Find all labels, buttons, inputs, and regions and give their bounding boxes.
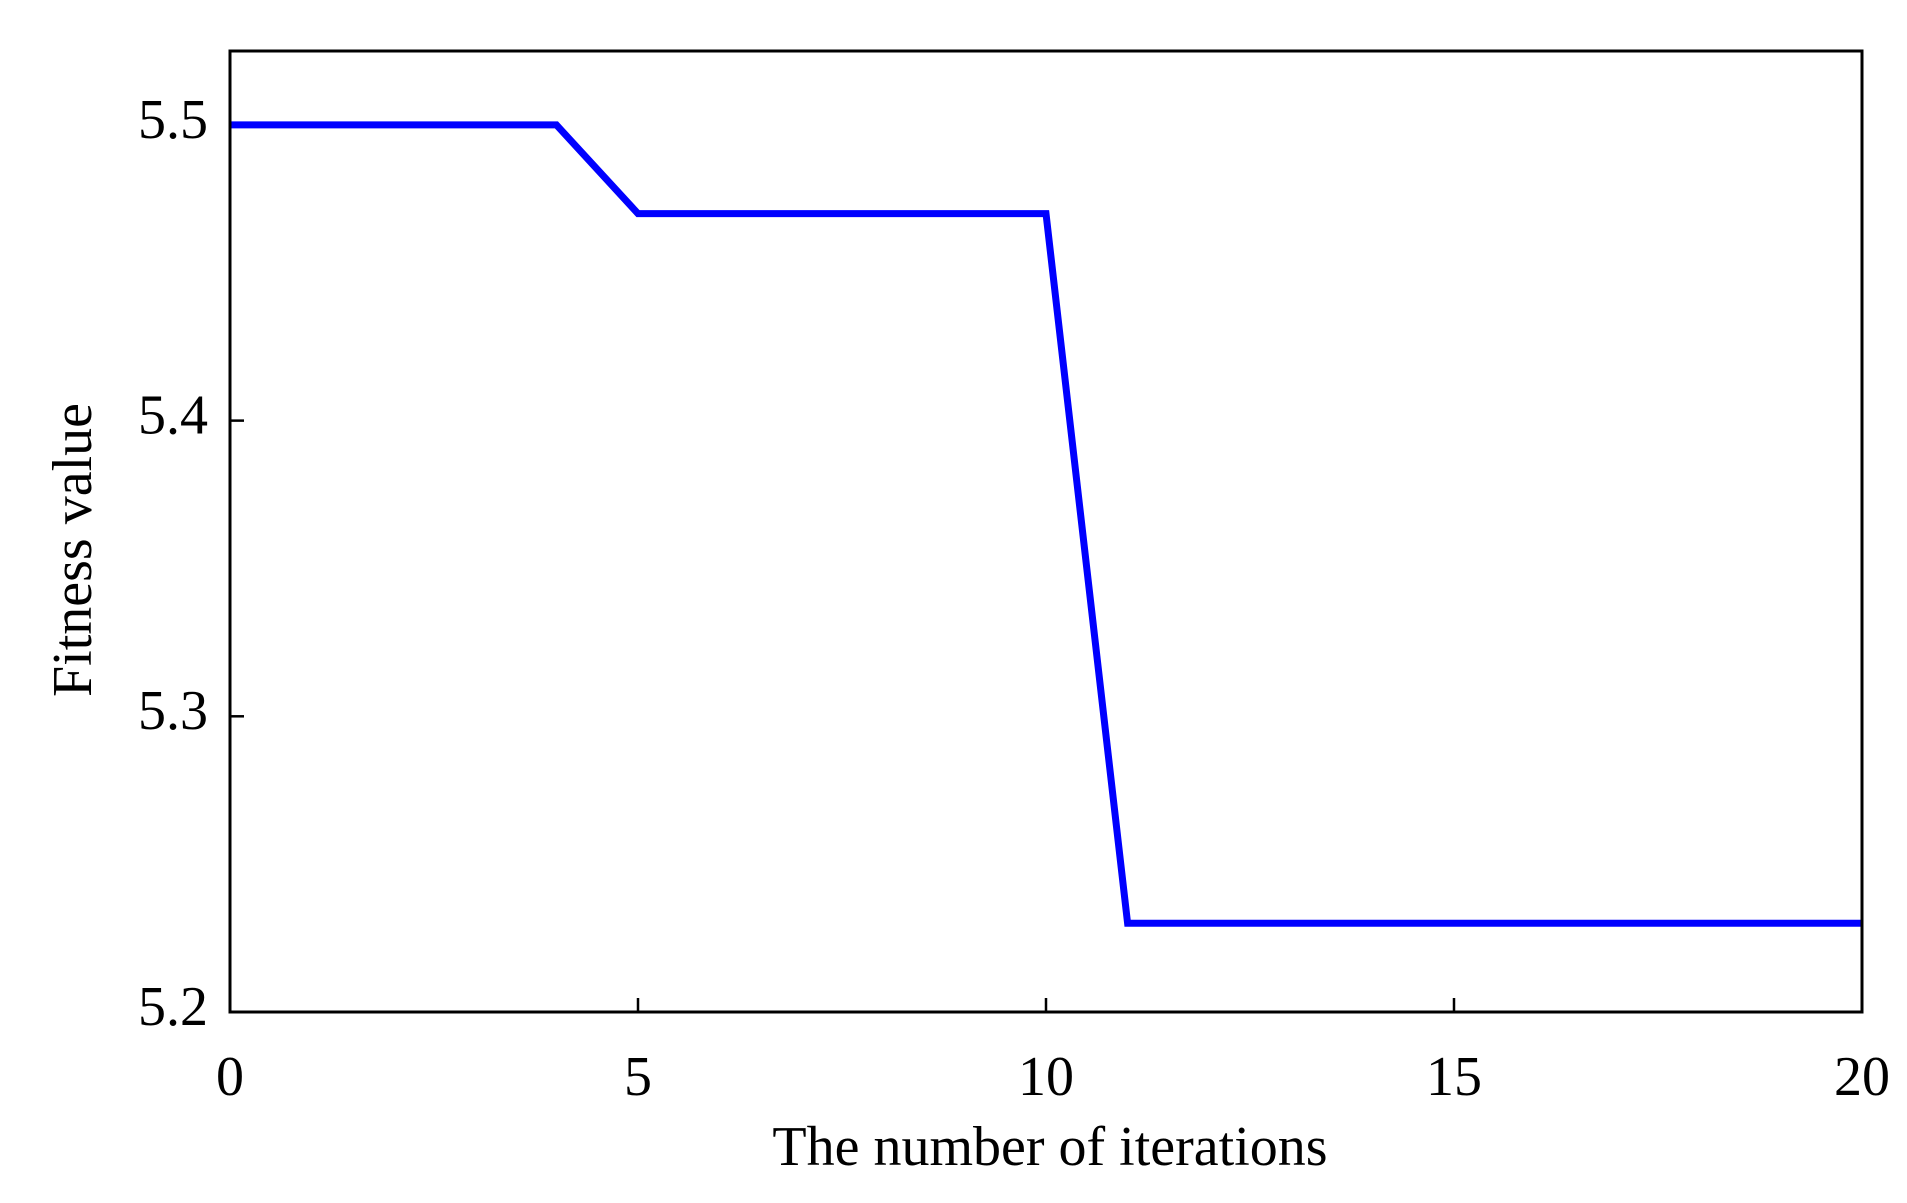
y-tick-label: 5.3 — [138, 680, 208, 742]
line — [230, 121, 1862, 927]
plot-frame — [228, 49, 1864, 1014]
x-tick-label: 0 — [216, 1046, 244, 1108]
x-tick-label: 10 — [1018, 1046, 1074, 1108]
y-axis-label: Fitness value — [42, 403, 104, 697]
y-tick-label: 5.2 — [138, 976, 208, 1038]
x-axis-label: The number of iterations — [772, 1116, 1327, 1178]
x-tick-label: 5 — [624, 1046, 652, 1108]
y-tick-label: 5.5 — [138, 89, 208, 151]
x-tick-label: 15 — [1426, 1046, 1482, 1108]
x-tick-label: 20 — [1834, 1046, 1890, 1108]
y-tick-label: 5.4 — [138, 384, 208, 446]
